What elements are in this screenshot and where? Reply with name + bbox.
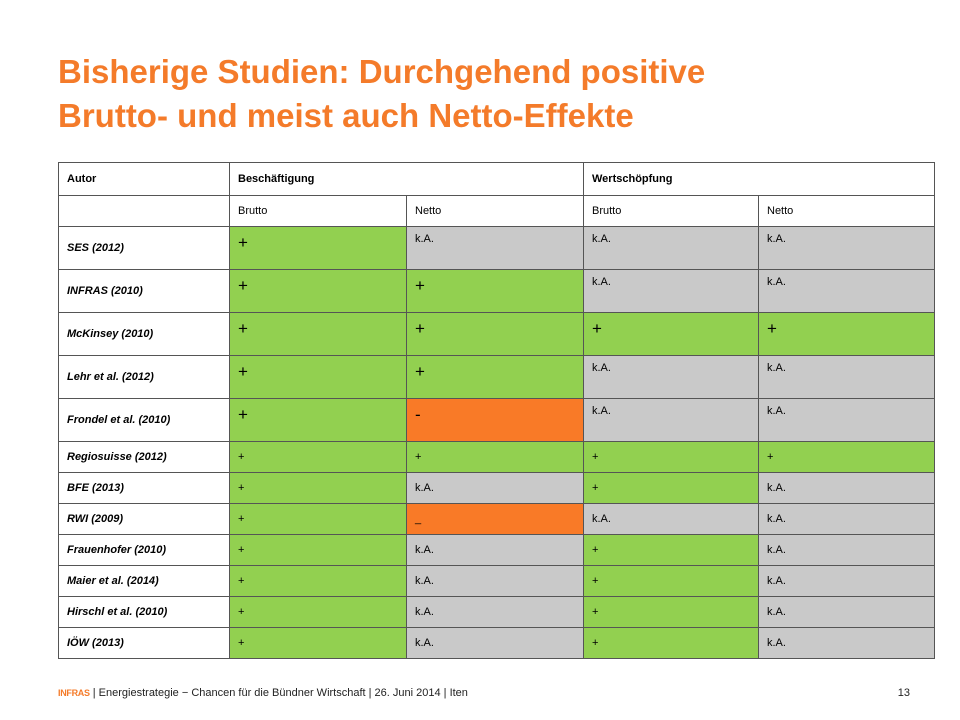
header-beschaeftigung: Beschäftigung: [229, 162, 584, 196]
author-cell: McKinsey (2010): [58, 312, 230, 356]
author-cell: BFE (2013): [58, 472, 230, 504]
value-cell: +: [583, 596, 759, 628]
table-header-row: Autor Beschäftigung Wertschöpfung: [58, 162, 935, 196]
header-autor: Autor: [58, 162, 230, 196]
value-cell: k.A.: [758, 565, 935, 597]
table-row: Regiosuisse (2012) + + + +: [58, 441, 935, 473]
value-cell: +: [583, 627, 759, 659]
value-cell: k.A.: [758, 534, 935, 566]
value-cell: k.A.: [406, 472, 584, 504]
value-cell: +: [758, 312, 935, 356]
slide-title-line1: Bisherige Studien: Durchgehend positive: [58, 53, 706, 90]
value-cell: +: [229, 534, 407, 566]
author-cell: Hirschl et al. (2010): [58, 596, 230, 628]
subheader-beschaeftigung-brutto: Brutto: [229, 195, 407, 227]
table-row: IÖW (2013) + k.A. + k.A.: [58, 627, 935, 659]
value-cell: +: [583, 472, 759, 504]
value-cell: +: [229, 503, 407, 535]
subheader-empty: [58, 195, 230, 227]
author-cell: Maier et al. (2014): [58, 565, 230, 597]
value-cell: k.A.: [583, 503, 759, 535]
value-cell: k.A.: [758, 472, 935, 504]
slide-title: Bisherige Studien: Durchgehend positive …: [58, 50, 918, 138]
value-cell: k.A.: [406, 565, 584, 597]
value-cell: k.A.: [583, 398, 759, 442]
author-cell: Frauenhofer (2010): [58, 534, 230, 566]
value-cell: k.A.: [406, 534, 584, 566]
table-row: BFE (2013) + k.A. + k.A.: [58, 472, 935, 504]
value-cell: k.A.: [758, 503, 935, 535]
table-subheader-row: Brutto Netto Brutto Netto: [58, 195, 935, 227]
value-cell: +: [406, 312, 584, 356]
subheader-wertschoepfung-brutto: Brutto: [583, 195, 759, 227]
value-cell: +: [229, 398, 407, 442]
value-cell: k.A.: [406, 627, 584, 659]
value-cell: +: [406, 355, 584, 399]
author-cell: IÖW (2013): [58, 627, 230, 659]
value-cell: +: [229, 472, 407, 504]
value-cell: +: [229, 226, 407, 270]
infras-logo: INFRAS: [58, 688, 90, 698]
value-cell: +: [406, 269, 584, 313]
value-cell: _: [406, 503, 584, 535]
value-cell: k.A.: [758, 355, 935, 399]
value-cell: k.A.: [758, 596, 935, 628]
page-number: 13: [897, 687, 910, 699]
value-cell: +: [229, 627, 407, 659]
table-row: Frondel et al. (2010) + - k.A. k.A.: [58, 398, 935, 442]
author-cell: Regiosuisse (2012): [58, 441, 230, 473]
header-wertschoepfung: Wertschöpfung: [583, 162, 935, 196]
value-cell: k.A.: [583, 226, 759, 270]
table-row: SES (2012) + k.A. k.A. k.A.: [58, 226, 935, 270]
value-cell: +: [229, 312, 407, 356]
author-cell: RWI (2009): [58, 503, 230, 535]
value-cell: +: [583, 565, 759, 597]
subheader-wertschoepfung-netto: Netto: [758, 195, 935, 227]
table-row: RWI (2009) + _ k.A. k.A.: [58, 503, 935, 535]
value-cell: k.A.: [406, 226, 584, 270]
footer-text: | Energiestrategie − Chancen für die Bün…: [92, 687, 468, 699]
value-cell: k.A.: [583, 269, 759, 313]
value-cell: +: [406, 441, 584, 473]
table-row: McKinsey (2010) + + + +: [58, 312, 935, 356]
value-cell: +: [583, 441, 759, 473]
value-cell: k.A.: [758, 398, 935, 442]
table-row: INFRAS (2010) + + k.A. k.A.: [58, 269, 935, 313]
subheader-beschaeftigung-netto: Netto: [406, 195, 584, 227]
table-row: Lehr et al. (2012) + + k.A. k.A.: [58, 355, 935, 399]
author-cell: Lehr et al. (2012): [58, 355, 230, 399]
value-cell: -: [406, 398, 584, 442]
author-cell: INFRAS (2010): [58, 269, 230, 313]
value-cell: +: [229, 565, 407, 597]
value-cell: +: [758, 441, 935, 473]
table-row: Maier et al. (2014) + k.A. + k.A.: [58, 565, 935, 597]
value-cell: +: [229, 355, 407, 399]
author-cell: SES (2012): [58, 226, 230, 270]
studies-table: Autor Beschäftigung Wertschöpfung Brutto…: [58, 162, 935, 659]
value-cell: k.A.: [758, 627, 935, 659]
slide-title-line2: Brutto- und meist auch Netto-Effekte: [58, 97, 634, 134]
value-cell: k.A.: [583, 355, 759, 399]
table-row: Hirschl et al. (2010) + k.A. + k.A.: [58, 596, 935, 628]
value-cell: k.A.: [406, 596, 584, 628]
table-row: Frauenhofer (2010) + k.A. + k.A.: [58, 534, 935, 566]
value-cell: +: [229, 269, 407, 313]
value-cell: +: [583, 534, 759, 566]
author-cell: Frondel et al. (2010): [58, 398, 230, 442]
value-cell: k.A.: [758, 269, 935, 313]
value-cell: k.A.: [758, 226, 935, 270]
value-cell: +: [229, 596, 407, 628]
value-cell: +: [229, 441, 407, 473]
value-cell: +: [583, 312, 759, 356]
footer: INFRAS | Energiestrategie − Chancen für …: [58, 685, 934, 701]
